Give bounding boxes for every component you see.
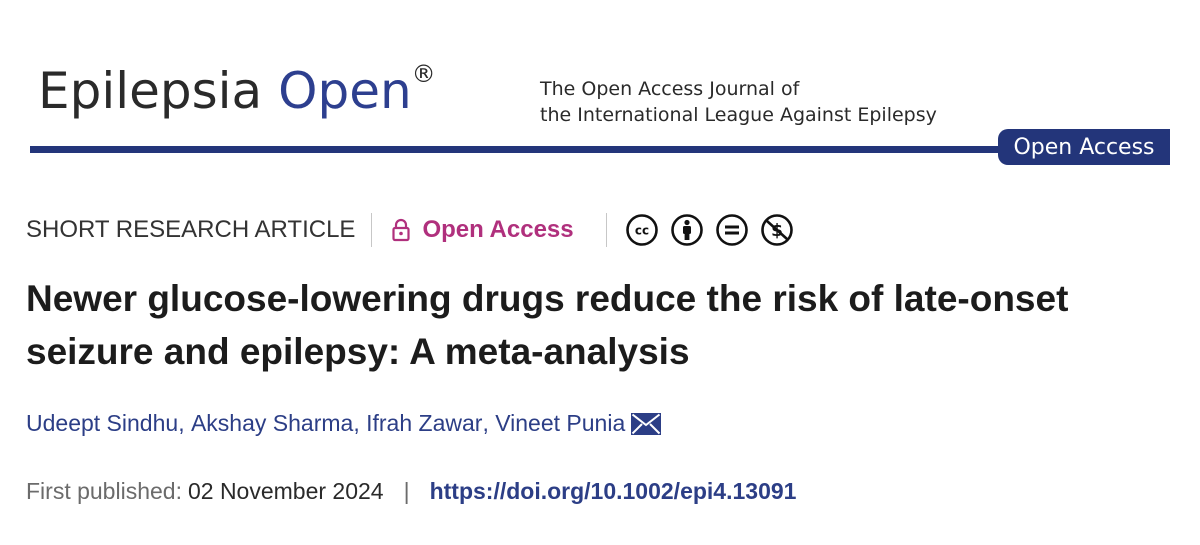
license-icons[interactable]: cc $: [625, 213, 794, 247]
article-type-label: SHORT RESEARCH ARTICLE: [26, 216, 356, 243]
author-name[interactable]: Akshay Sharma: [190, 410, 354, 436]
author-name[interactable]: Vineet Punia: [495, 410, 626, 436]
pub-separator: |: [403, 478, 410, 504]
by-attribution-icon: [670, 214, 703, 246]
first-published-label: First published:: [26, 478, 182, 504]
cc-icon: cc: [625, 214, 658, 246]
meta-divider: [371, 213, 373, 247]
article-title: Newer glucose-lowering drugs reduce the …: [26, 278, 1069, 372]
author-list: Udeept Sindhu, Akshay Sharma, Ifrah Zawa…: [26, 410, 662, 437]
author-separator: ,: [353, 410, 360, 436]
article-meta-row: SHORT RESEARCH ARTICLE Open Access cc $: [26, 210, 794, 250]
registered-mark: ®: [411, 60, 436, 88]
journal-tagline: The Open Access Journal of the Internati…: [540, 76, 937, 128]
journal-name-part2: Open: [278, 62, 412, 120]
open-access-tab: Open Access: [998, 129, 1170, 165]
header-rule: [30, 146, 1020, 153]
first-published-date: 02 November 2024: [187, 478, 384, 504]
author-name[interactable]: Ifrah Zawar: [366, 410, 483, 436]
meta-divider: [605, 213, 607, 247]
author-name[interactable]: Udeept Sindhu: [26, 410, 179, 436]
author-separator: ,: [482, 410, 489, 436]
non-commercial-icon: $: [760, 214, 793, 246]
publication-info: First published: 02 November 2024 | http…: [26, 478, 796, 505]
tagline-line2: the International League Against Epileps…: [540, 104, 937, 126]
journal-logo: Epilepsia Open®: [38, 62, 436, 116]
open-access-link[interactable]: Open Access: [422, 216, 574, 243]
no-derivatives-icon: [715, 214, 748, 246]
lock-icon: [392, 218, 411, 242]
envelope-icon[interactable]: [631, 412, 662, 435]
journal-name-part1: Epilepsia: [38, 62, 263, 120]
doi-link[interactable]: https://doi.org/10.1002/epi4.13091: [429, 478, 797, 504]
author-separator: ,: [178, 410, 185, 436]
svg-text:cc: cc: [635, 224, 649, 238]
tagline-line1: The Open Access Journal of: [540, 78, 800, 100]
